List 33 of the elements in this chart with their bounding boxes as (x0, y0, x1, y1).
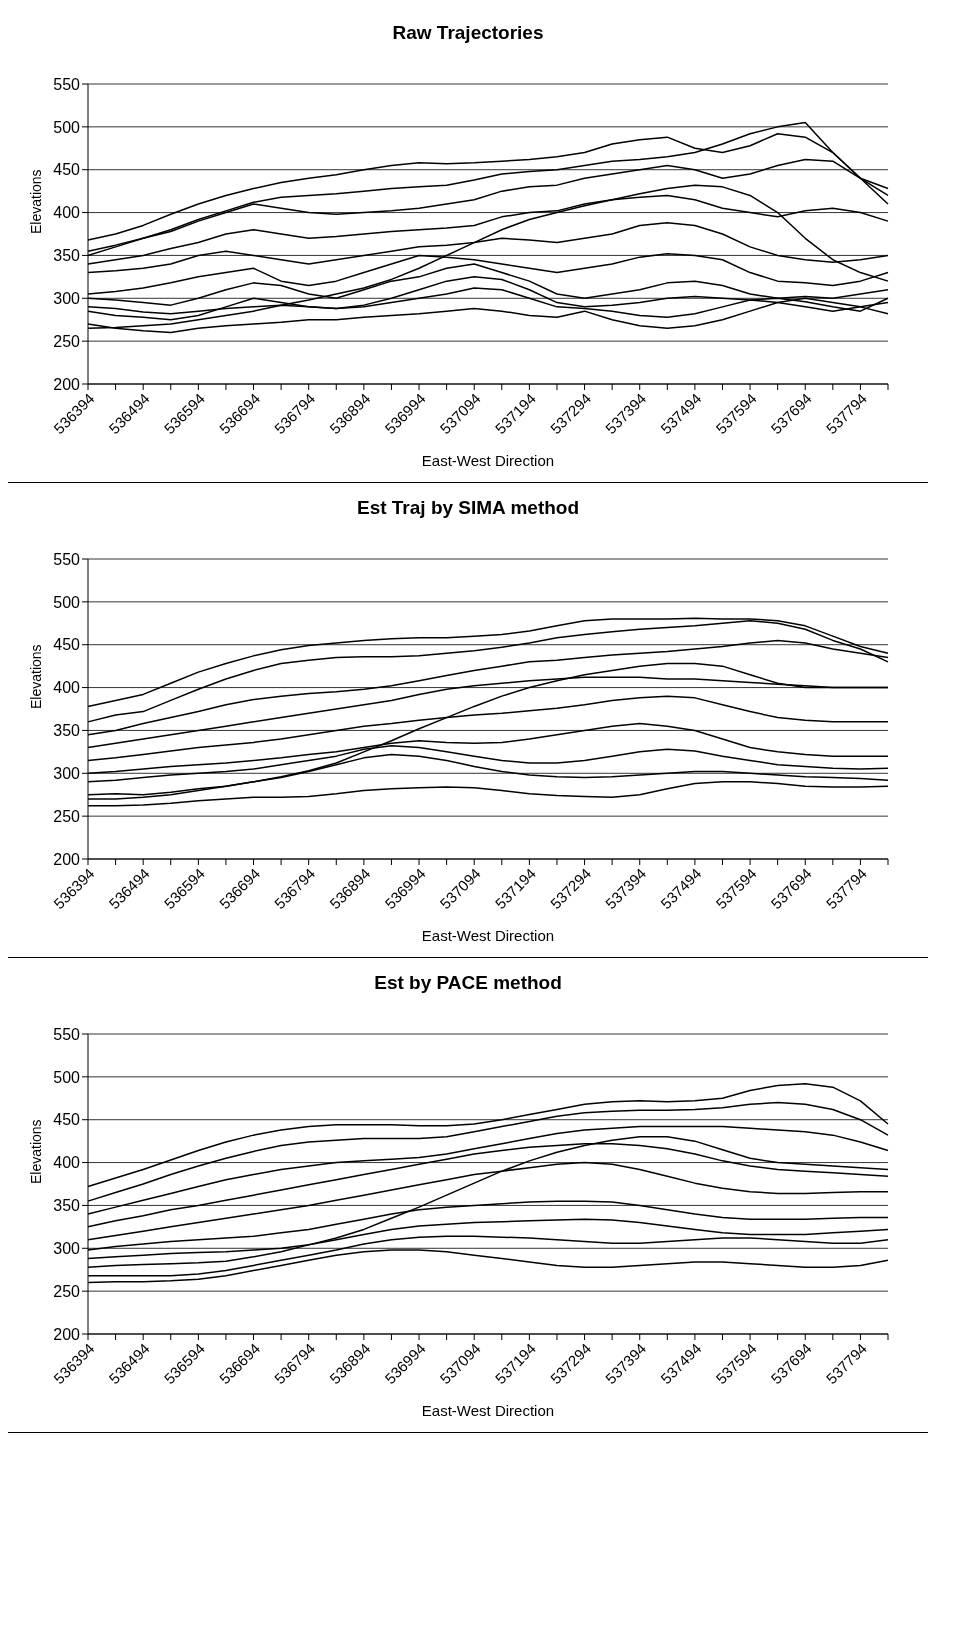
y-tick-label: 200 (53, 1325, 81, 1343)
x-axis-title: East-West Direction (421, 1402, 555, 1419)
y-tick-label: 350 (53, 1197, 81, 1215)
chart-title: Est Traj by SIMA method (355, 496, 581, 520)
y-tick-label: 450 (53, 161, 81, 179)
y-tick-label: 550 (53, 550, 81, 568)
y-tick-label: 350 (53, 247, 81, 265)
y-tick-label: 400 (53, 679, 81, 697)
y-axis-title: Elevations (27, 169, 44, 234)
y-tick-label: 400 (53, 204, 81, 222)
x-axis-title: East-West Direction (421, 452, 555, 469)
y-tick-label: 300 (53, 764, 81, 782)
x-axis-title: East-West Direction (421, 927, 555, 944)
y-tick-label: 500 (53, 118, 81, 136)
y-tick-label: 300 (53, 1239, 81, 1257)
y-tick-label: 550 (53, 1025, 81, 1043)
y-tick-label: 300 (53, 289, 81, 307)
y-tick-label: 250 (53, 332, 81, 350)
y-tick-label: 450 (53, 1111, 81, 1129)
chart-title: Est by PACE method (373, 971, 563, 995)
y-tick-label: 250 (53, 1282, 81, 1300)
y-tick-label: 350 (53, 722, 81, 740)
y-tick-label: 200 (53, 375, 81, 393)
y-tick-label: 450 (53, 636, 81, 654)
y-tick-label: 550 (53, 75, 81, 93)
chart-title: Raw Trajectories (391, 21, 545, 45)
y-axis-title: Elevations (27, 644, 44, 709)
y-tick-label: 400 (53, 1154, 81, 1172)
y-tick-label: 500 (53, 1068, 81, 1086)
y-tick-label: 500 (53, 593, 81, 611)
y-tick-label: 200 (53, 850, 81, 868)
y-axis-title: Elevations (27, 1119, 44, 1184)
y-tick-label: 250 (53, 807, 81, 825)
